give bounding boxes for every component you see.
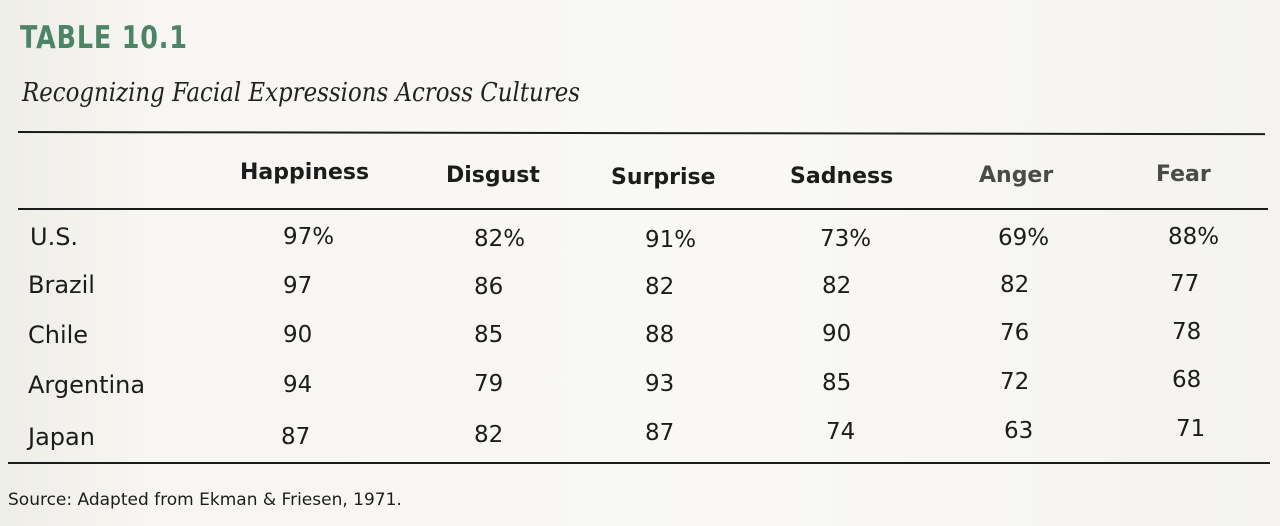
column-header-sadness: Sadness [790, 164, 894, 189]
table-cell: 82 [1000, 272, 1030, 298]
table-cell: 90 [822, 321, 852, 347]
table-cell: 63 [1004, 418, 1034, 444]
column-header-surprise: Surprise [611, 165, 716, 190]
table-cell: 73% [820, 226, 872, 252]
table-cell: 85 [822, 370, 852, 396]
table-cell: 97% [283, 224, 335, 250]
table-cell: 91% [645, 227, 697, 253]
table-cell: 74 [826, 419, 856, 445]
source-note: Source: Adapted from Ekman & Friesen, 19… [8, 490, 402, 510]
column-header-fear: Fear [1156, 162, 1211, 187]
table-cell: 78 [1172, 319, 1202, 345]
table-cell: 82 [822, 273, 852, 299]
header-rule [18, 208, 1268, 210]
table-cell: 87 [645, 420, 675, 446]
column-header-anger: Anger [979, 163, 1054, 188]
table-cell: 77 [1170, 271, 1200, 297]
table-cell: 88 [645, 322, 675, 348]
table-cell: 72 [1000, 369, 1030, 395]
row-label-argentina: Argentina [28, 371, 146, 399]
row-label-brazil: Brazil [28, 271, 95, 299]
table-cell: 69% [998, 225, 1050, 251]
table-cell: 82 [645, 274, 675, 300]
column-header-disgust: Disgust [446, 163, 540, 188]
table-cell: 88% [1168, 224, 1220, 250]
table-cell: 90 [283, 322, 313, 348]
table-cell: 82 [474, 422, 504, 448]
table-cell: 76 [1000, 320, 1030, 346]
table-cell: 94 [283, 372, 313, 398]
table-cell: 87 [281, 424, 311, 450]
bottom-rule [8, 462, 1270, 464]
row-label-chile: Chile [28, 321, 89, 349]
top-rule [17, 131, 1265, 136]
table-cell: 85 [474, 322, 504, 348]
table-label: TABLE 10.1 [20, 20, 188, 56]
table-caption: Recognizing Facial Expressions Across Cu… [22, 78, 580, 108]
table-cell: 97 [283, 273, 313, 299]
table-cell: 93 [645, 371, 675, 397]
table-cell: 82% [474, 226, 526, 252]
row-label-japan: Japan [28, 423, 95, 451]
table-cell: 68 [1172, 367, 1202, 393]
column-header-happiness: Happiness [240, 160, 370, 185]
table-cell: 71 [1176, 416, 1206, 442]
table-cell: 79 [474, 371, 504, 397]
table-cell: 86 [474, 274, 504, 300]
row-label-us: U.S. [30, 223, 79, 251]
